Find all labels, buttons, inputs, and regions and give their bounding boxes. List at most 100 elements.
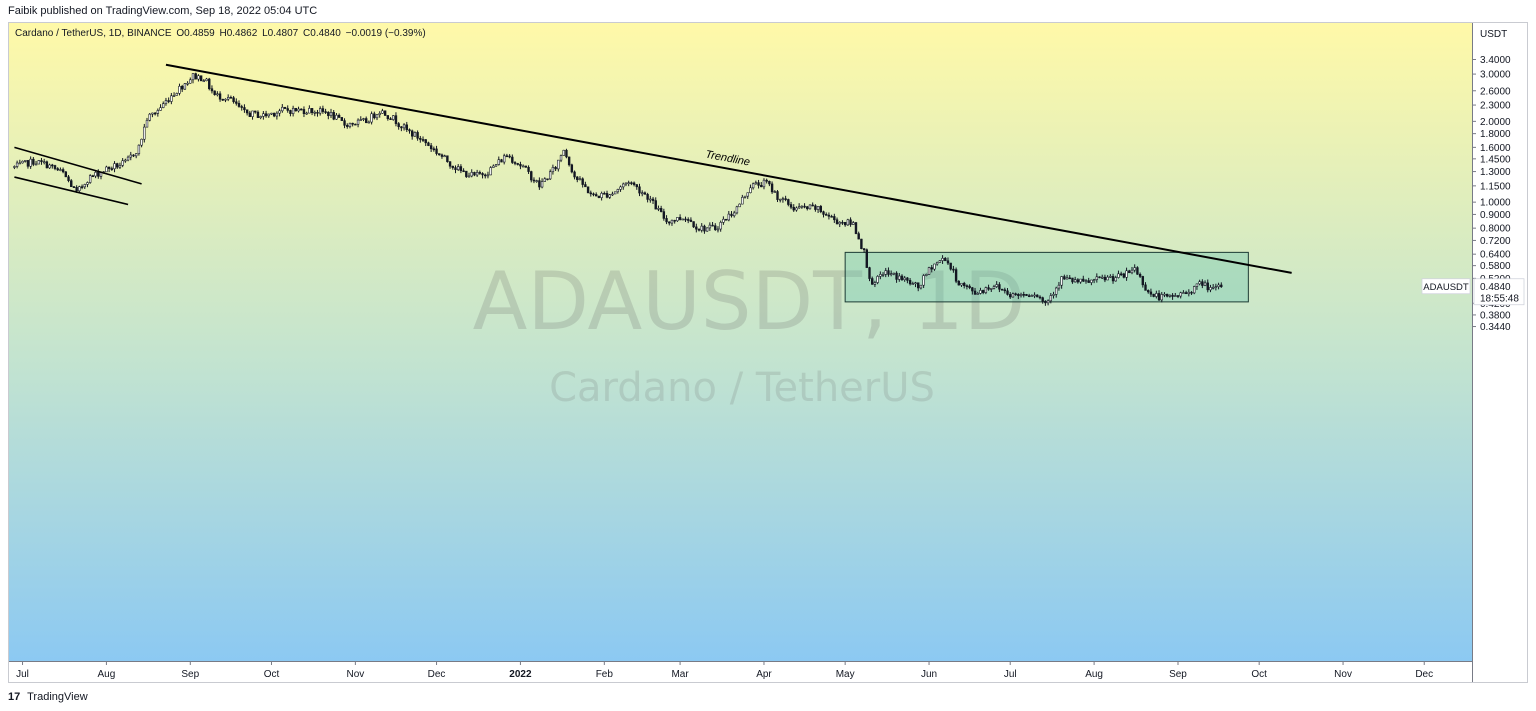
candle bbox=[692, 221, 695, 229]
price-chart[interactable]: ADAUSDT, 1D Cardano / TetherUS Trendline… bbox=[9, 23, 1528, 683]
candle bbox=[876, 275, 879, 285]
candle bbox=[313, 110, 316, 117]
candle bbox=[275, 111, 279, 120]
candle bbox=[746, 192, 749, 199]
candle bbox=[803, 203, 806, 209]
candle bbox=[884, 267, 887, 278]
candle bbox=[465, 170, 468, 178]
candle bbox=[854, 221, 858, 235]
candle bbox=[1214, 283, 1218, 291]
candles bbox=[13, 72, 1223, 306]
candle bbox=[540, 178, 544, 189]
candle bbox=[705, 227, 709, 232]
candle bbox=[586, 186, 590, 194]
candle bbox=[1155, 290, 1158, 299]
candle bbox=[386, 115, 390, 121]
candle bbox=[643, 191, 647, 195]
candle bbox=[595, 192, 598, 197]
time-tick-label: Feb bbox=[596, 669, 614, 680]
candle bbox=[329, 108, 333, 119]
candle bbox=[963, 281, 966, 289]
candle bbox=[733, 210, 736, 218]
candle bbox=[543, 177, 546, 182]
candle bbox=[459, 164, 463, 174]
candle bbox=[94, 171, 97, 179]
candle bbox=[968, 284, 971, 290]
candle bbox=[649, 195, 652, 203]
candle bbox=[562, 149, 565, 156]
candle bbox=[194, 72, 197, 80]
candle bbox=[359, 116, 362, 121]
candle bbox=[1017, 293, 1020, 300]
candle bbox=[635, 184, 638, 190]
footer-brand[interactable]: TradingView bbox=[27, 691, 88, 703]
candle bbox=[107, 166, 111, 173]
candle bbox=[524, 165, 528, 168]
candle bbox=[1055, 286, 1058, 298]
candle bbox=[1211, 284, 1215, 290]
candle bbox=[189, 77, 192, 84]
candle bbox=[221, 98, 224, 101]
candle bbox=[310, 107, 314, 116]
legend-high: H0.4862 bbox=[219, 28, 258, 39]
legend-change: −0.0019 (−0.39%) bbox=[345, 28, 426, 39]
candle bbox=[202, 79, 206, 83]
candle bbox=[654, 197, 657, 210]
candle bbox=[351, 122, 354, 127]
price-tick-label: 0.9000 bbox=[1480, 210, 1511, 221]
candle bbox=[990, 288, 993, 292]
candle bbox=[960, 282, 963, 287]
candle bbox=[1206, 279, 1209, 293]
candle bbox=[521, 164, 525, 168]
candle bbox=[597, 195, 601, 199]
candle bbox=[605, 190, 609, 199]
candle bbox=[405, 121, 408, 133]
candle bbox=[53, 164, 57, 171]
candle bbox=[1184, 290, 1188, 295]
candle bbox=[927, 266, 931, 275]
chart-panel[interactable]: ADAUSDT, 1D Cardano / TetherUS Trendline… bbox=[8, 22, 1528, 683]
candle bbox=[321, 105, 325, 114]
legend-symbol: Cardano / TetherUS, 1D, BINANCE bbox=[15, 28, 172, 39]
candle bbox=[167, 97, 170, 104]
candle bbox=[291, 105, 295, 117]
candle bbox=[697, 228, 701, 232]
candle bbox=[1163, 292, 1166, 298]
candle bbox=[327, 111, 330, 120]
candle bbox=[1133, 264, 1136, 273]
candle bbox=[784, 195, 787, 202]
candle bbox=[1036, 294, 1039, 298]
candle bbox=[900, 274, 904, 281]
candle bbox=[760, 182, 763, 188]
candle bbox=[70, 179, 73, 187]
candle bbox=[676, 217, 679, 222]
candle bbox=[248, 110, 252, 117]
candle bbox=[113, 161, 116, 173]
candle bbox=[213, 90, 216, 96]
candle bbox=[814, 204, 817, 212]
candle bbox=[416, 130, 419, 141]
candle bbox=[779, 198, 782, 203]
candle bbox=[873, 280, 877, 288]
candle bbox=[757, 179, 760, 189]
candle bbox=[1087, 277, 1090, 283]
candle bbox=[722, 216, 725, 225]
candle bbox=[770, 181, 774, 194]
candle bbox=[370, 111, 373, 125]
candle bbox=[938, 260, 942, 263]
candle bbox=[1168, 294, 1172, 298]
candle bbox=[584, 181, 587, 188]
candle bbox=[1101, 274, 1104, 280]
candle bbox=[946, 257, 950, 265]
time-tick-label: Dec bbox=[428, 669, 446, 680]
candle bbox=[730, 211, 733, 218]
candle bbox=[210, 85, 214, 94]
candle bbox=[567, 156, 571, 167]
candle bbox=[64, 171, 68, 178]
candle bbox=[516, 162, 519, 166]
candle bbox=[305, 111, 308, 115]
candle bbox=[825, 212, 828, 216]
candle bbox=[1092, 278, 1096, 284]
candle bbox=[892, 272, 896, 276]
candle bbox=[935, 261, 939, 266]
